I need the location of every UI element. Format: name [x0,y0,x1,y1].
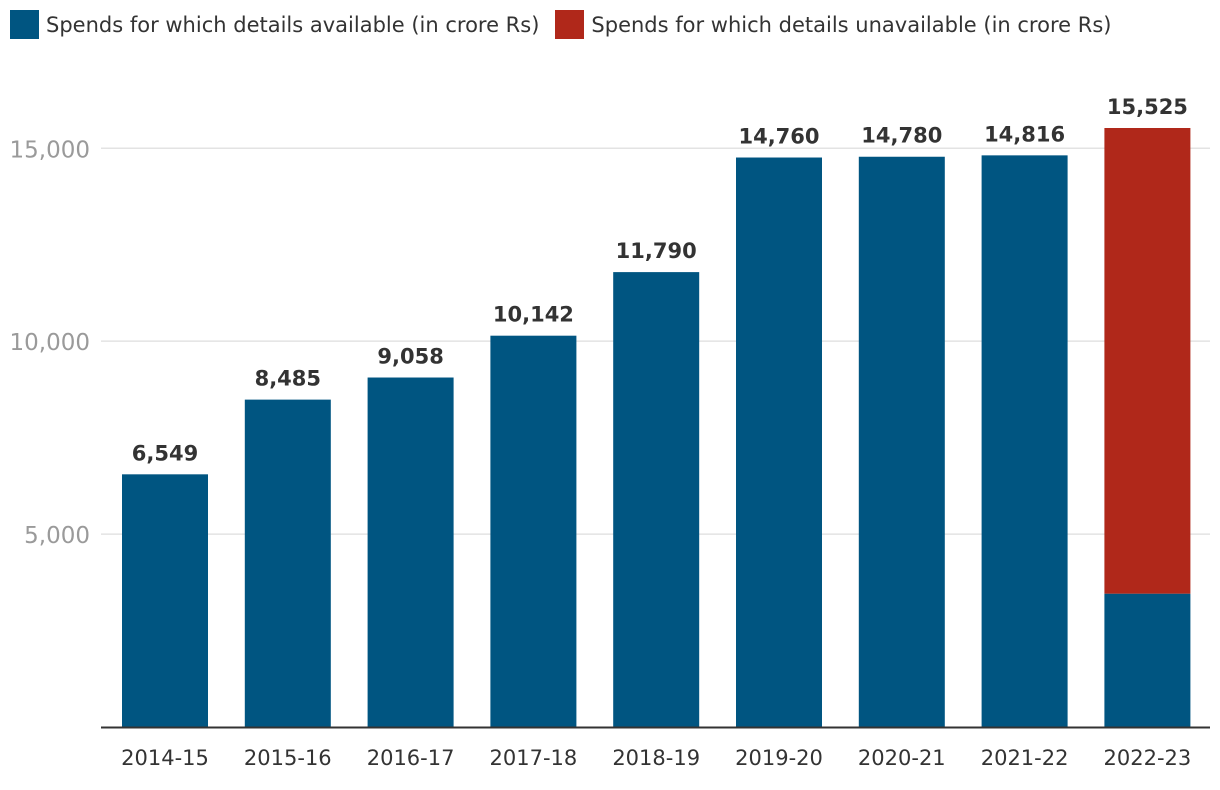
x-tick-label: 2015-16 [244,746,332,770]
data-label: 6,549 [132,441,198,465]
bar-unavailable [1104,128,1191,594]
y-tick-label: 10,000 [10,330,90,356]
legend-item-unavailable: Spends for which details unavailable (in… [555,10,1111,39]
legend-label-available: Spends for which details available (in c… [46,12,540,37]
x-tick-label: 2020-21 [858,746,946,770]
x-tick-label: 2018-19 [612,746,700,770]
x-tick-label: 2016-17 [367,746,455,770]
data-label: 14,816 [984,122,1065,146]
y-tick-label: 15,000 [10,137,90,163]
legend-swatch-unavailable [555,10,585,39]
bar-available [490,335,577,727]
y-tick-label: 5,000 [24,523,90,549]
x-tick-label: 2017-18 [490,746,578,770]
data-label: 15,525 [1107,95,1188,119]
data-label: 9,058 [377,345,443,369]
x-tick-label: 2019-20 [735,746,823,770]
data-label: 10,142 [493,303,574,327]
x-tick-label: 2014-15 [121,746,209,770]
x-tick-label: 2021-22 [981,746,1069,770]
data-label: 8,485 [255,367,321,391]
chart-legend: Spends for which details available (in c… [10,10,1127,39]
bar-available [244,399,331,727]
bar-available [122,474,208,727]
bar-available [858,156,945,728]
legend-item-available: Spends for which details available (in c… [10,10,539,39]
legend-label-unavailable: Spends for which details unavailable (in… [591,12,1112,37]
bar-available [613,272,700,727]
x-tick-label: 2022-23 [1104,746,1192,770]
bar-available [736,157,822,728]
data-label: 14,760 [738,125,819,149]
data-label: 11,790 [616,239,697,263]
bar-available [367,377,454,727]
bar-available [981,155,1068,728]
data-label: 14,780 [861,124,942,148]
bar-available [1104,593,1191,727]
legend-swatch-available [10,10,39,39]
